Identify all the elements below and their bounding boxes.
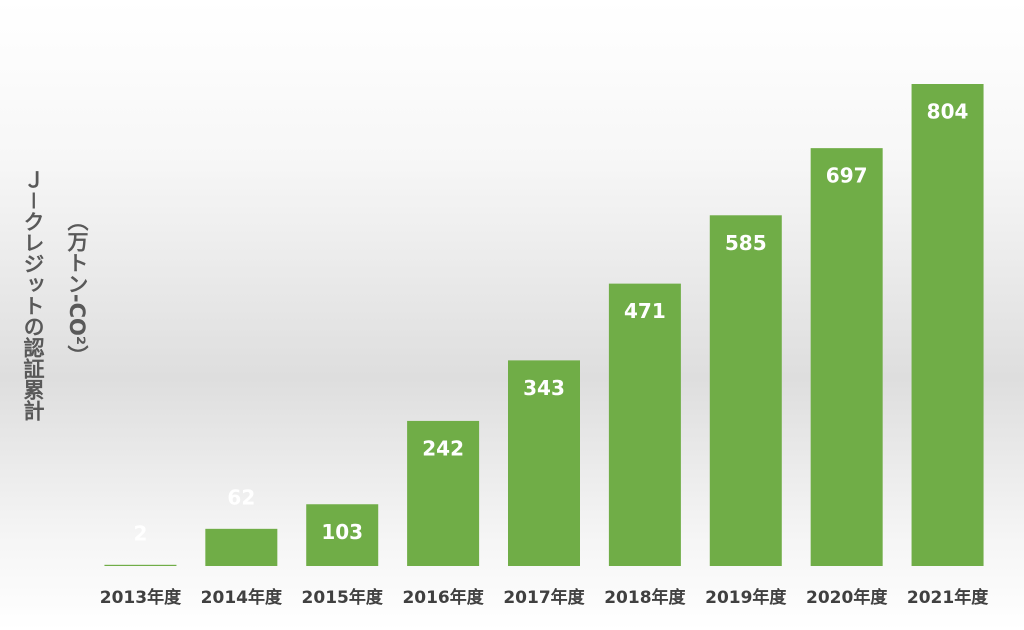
bar [608,283,681,566]
x-tick-label: 2014年度 [201,587,283,608]
value-label: 343 [523,376,565,400]
x-tick-label: 2017年度 [503,587,585,608]
value-label: 242 [422,436,464,460]
x-tick-label: 2019年度 [705,587,787,608]
value-label: 804 [927,100,969,124]
bar [407,420,480,566]
x-tick-label: 2013年度 [100,587,182,608]
x-tick-label: 2021年度 [907,587,989,608]
x-tick-label: 2015年度 [302,587,384,608]
y-axis-unit: （万トン-CO²） [65,210,90,366]
bar [810,148,883,566]
bar [911,84,984,566]
value-label: 103 [321,520,363,544]
y-axis-label: Ｊ－クレジットの認証累計 [21,169,45,422]
x-tick-label: 2018年度 [604,587,686,608]
x-tick-label: 2020年度 [806,587,888,608]
value-label: 62 [227,485,255,509]
bar [205,528,278,566]
value-label: 2 [133,521,147,545]
value-label: 585 [725,231,767,255]
bar [709,215,782,566]
bar [104,564,177,566]
bar [508,360,580,566]
value-label: 471 [624,299,666,323]
value-label: 697 [826,164,868,188]
x-tick-label: 2016年度 [402,587,484,608]
bar [306,504,379,566]
